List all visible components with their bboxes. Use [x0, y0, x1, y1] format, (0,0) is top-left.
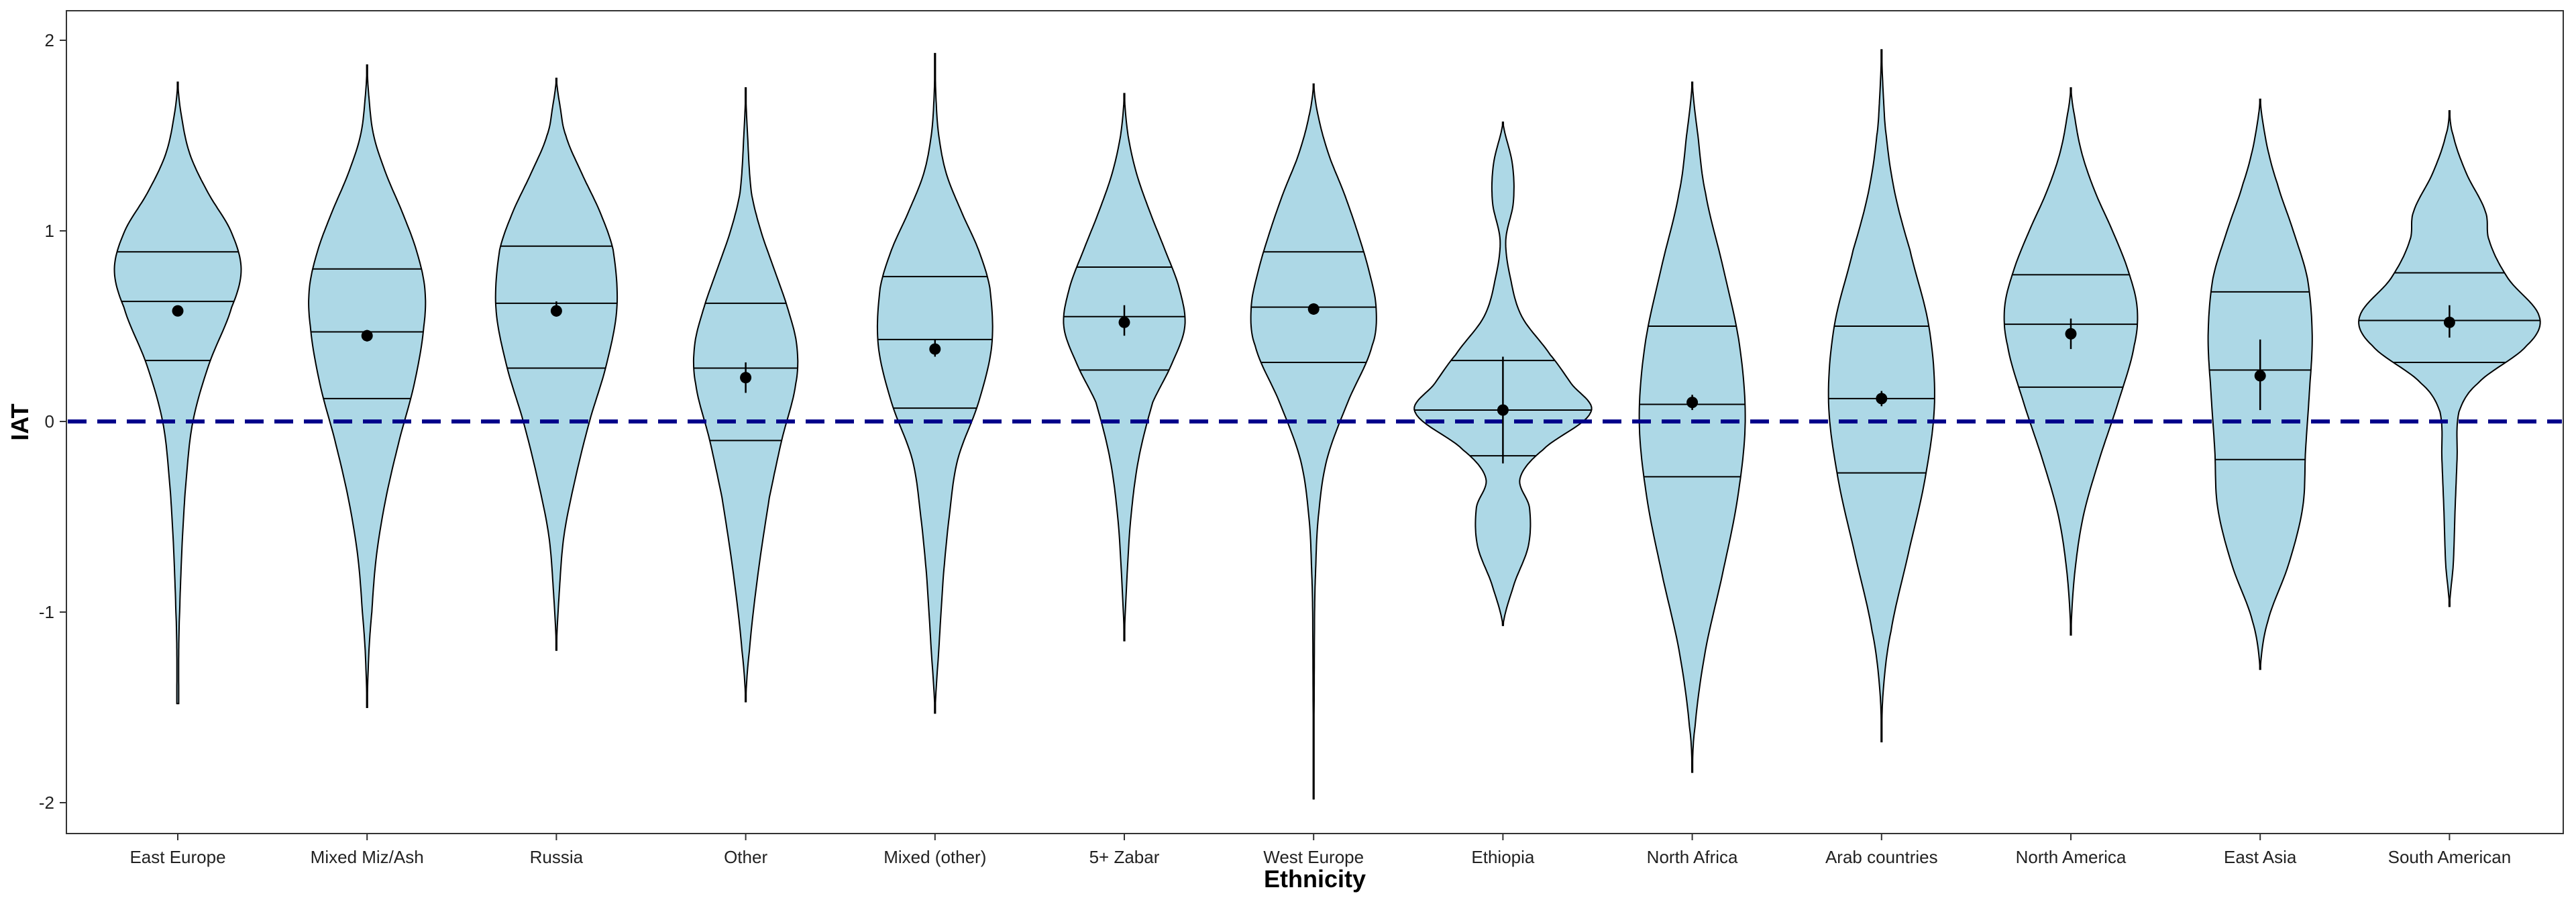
y-axis: -2 -1 0 1 2 [39, 30, 66, 813]
mean-markers [172, 301, 2455, 464]
mean-point [2443, 316, 2455, 328]
x-tick-label: North Africa [1647, 847, 1738, 867]
x-tick-label: East Asia [2224, 847, 2297, 867]
x-tick-label: Ethiopia [1471, 847, 1534, 867]
mean-point [550, 305, 562, 317]
violin-body [494, 77, 619, 651]
x-tick-label: South American [2388, 847, 2512, 867]
violin-body [876, 52, 994, 714]
violin-body [308, 64, 427, 708]
x-tick-label: Other [724, 847, 767, 867]
y-axis-title: IAT [6, 403, 34, 440]
x-tick-label: West Europe [1263, 847, 1364, 867]
mean-point [1497, 404, 1509, 416]
violin-body [2358, 110, 2541, 607]
mean-point [2254, 370, 2266, 382]
violin-body [1063, 93, 1186, 642]
y-tick-label: -1 [39, 602, 54, 622]
violin-body [1250, 83, 1377, 800]
mean-point [1686, 397, 1699, 409]
mean-point [1307, 303, 1320, 315]
violin-body [1638, 81, 1746, 773]
violin-body [113, 81, 242, 705]
x-tick-label: Mixed Miz/Ash [311, 847, 424, 867]
x-tick-label: Russia [530, 847, 584, 867]
x-tick-label: Arab countries [1825, 847, 1938, 867]
x-tick-label: Mixed (other) [883, 847, 986, 867]
mean-point [740, 372, 752, 384]
mean-point [929, 343, 941, 355]
x-axis-title: Ethnicity [1264, 865, 1366, 893]
x-tick-label: North America [2016, 847, 2127, 867]
y-tick-label: 1 [45, 221, 54, 241]
y-tick-label: 2 [45, 30, 54, 50]
violin-body [2003, 87, 2139, 636]
y-tick-label: -2 [39, 793, 54, 813]
mean-point [2065, 328, 2077, 340]
mean-point [1118, 316, 1130, 328]
mean-point [361, 330, 373, 342]
x-tick-label: East Europe [129, 847, 225, 867]
violin-body [692, 87, 799, 703]
x-axis: East Europe Mixed Miz/Ash Russia Other Mixed… [129, 834, 2511, 867]
mean-point [1876, 393, 1888, 405]
y-tick-label: 0 [45, 411, 54, 432]
violin-group [113, 49, 2541, 800]
x-tick-label: 5+ Zabar [1089, 847, 1160, 867]
mean-point [172, 305, 184, 317]
